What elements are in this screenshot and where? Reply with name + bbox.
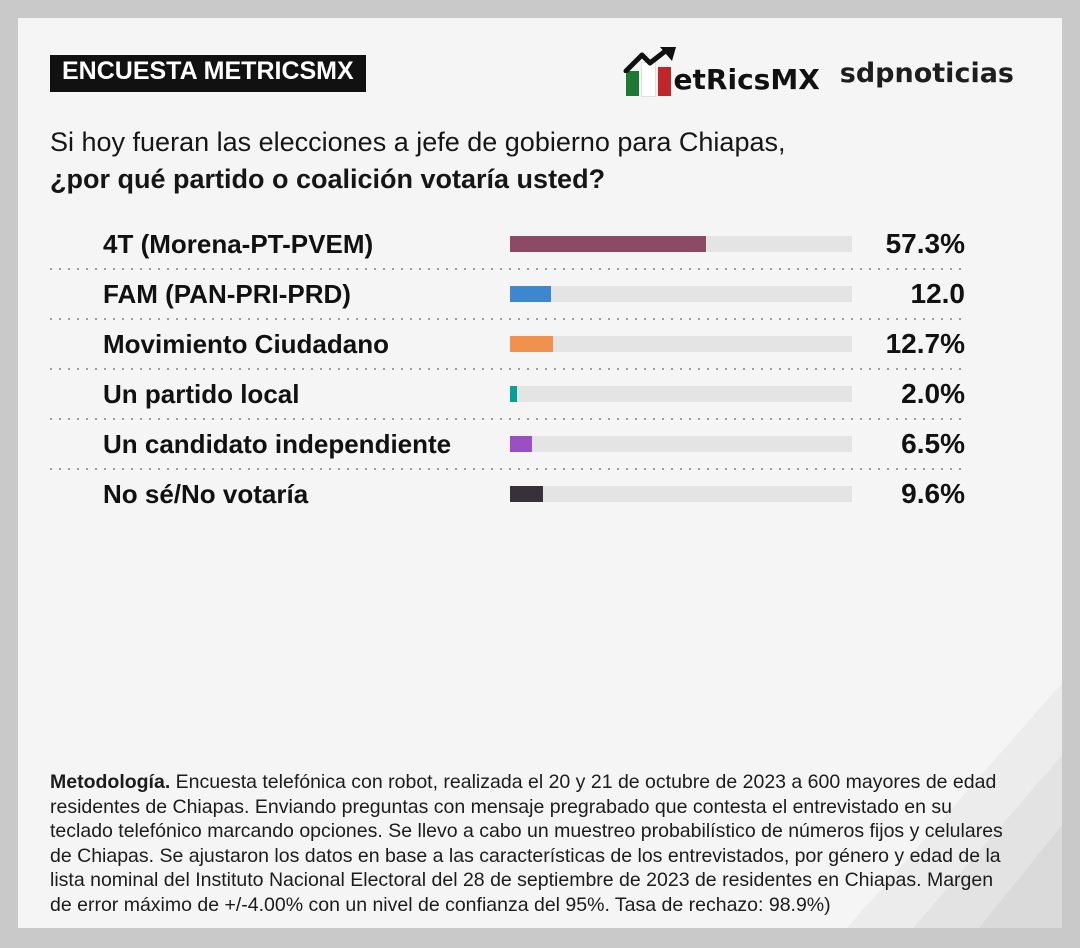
- methodology-label: Metodología.: [50, 771, 171, 793]
- corner-ribbon-decoration: [847, 683, 1062, 928]
- methodology-text: Encuesta telefónica con robot, realizada…: [50, 771, 1003, 916]
- survey-question: Si hoy fueran las elecciones a jefe de g…: [50, 124, 1030, 198]
- poll-bar-chart: 4T (Morena-PT-PVEM) 57.3% FAM (PAN-PRI-PRD…: [50, 219, 965, 519]
- infographic-card: ENCUESTA METRICSMX etRicsMX: [18, 18, 1062, 928]
- chart-row: Un partido local 2.0%: [50, 369, 965, 420]
- bar-fill: [510, 486, 543, 502]
- chart-row: 4T (Morena-PT-PVEM) 57.3%: [50, 219, 965, 270]
- bar-track: [510, 336, 852, 352]
- bar-track: [510, 436, 852, 452]
- sdpnoticias-logo: sdpnoticias: [839, 58, 1014, 89]
- metricsmx-logo: etRicsMX: [623, 47, 820, 96]
- bar-value: 12.7%: [885, 328, 965, 359]
- bar-value: 9.6%: [901, 478, 965, 509]
- bar-value: 2.0%: [901, 378, 965, 409]
- bar-fill: [510, 436, 533, 452]
- bar-fill: [510, 386, 517, 402]
- bar-track: [510, 286, 852, 302]
- bar-fill: [510, 236, 706, 252]
- bar-fill: [510, 286, 552, 302]
- logo-text: etRicsMX: [673, 63, 820, 96]
- chart-row: FAM (PAN-PRI-PRD) 12.0: [50, 269, 966, 320]
- question-line-1: Si hoy fueran las elecciones a jefe de g…: [50, 127, 786, 157]
- flag-bar-red: [657, 67, 671, 96]
- flag-bar-white: [641, 63, 655, 96]
- flag-bars-icon: [625, 63, 671, 96]
- bar-fill: [510, 336, 554, 352]
- chart-row: No sé/No votaría 9.6%: [50, 469, 965, 519]
- methodology-note: Metodología. Encuesta telefónica con rob…: [50, 770, 1012, 917]
- bar-label: FAM (PAN-PRI-PRD): [103, 278, 351, 309]
- bar-label: No sé/No votaría: [103, 478, 309, 509]
- brand-group: etRicsMX sdpnoticias: [623, 47, 1014, 96]
- chart-row: Movimiento Ciudadano 12.7%: [50, 319, 965, 370]
- bar-value: 6.5%: [901, 428, 965, 459]
- bar-label: Un partido local: [103, 378, 300, 409]
- bar-track: [510, 486, 852, 502]
- bar-label: Un candidato independiente: [103, 428, 452, 459]
- bar-label: 4T (Morena-PT-PVEM): [103, 228, 374, 259]
- flag-bar-green: [625, 71, 639, 96]
- bar-track: [510, 236, 852, 252]
- title-badge: ENCUESTA METRICSMX: [50, 55, 366, 92]
- trend-arrow-icon: [623, 47, 676, 73]
- header: ENCUESTA METRICSMX etRicsMX: [50, 47, 1030, 96]
- bar-track: [510, 386, 852, 402]
- chart-row: Un candidato independiente 6.5%: [50, 419, 965, 470]
- bar-value: 57.3%: [885, 228, 965, 259]
- question-line-2: ¿por qué partido o coalición votaría ust…: [50, 164, 606, 194]
- bar-value: 12.0: [910, 278, 966, 309]
- bar-label: Movimiento Ciudadano: [103, 328, 389, 359]
